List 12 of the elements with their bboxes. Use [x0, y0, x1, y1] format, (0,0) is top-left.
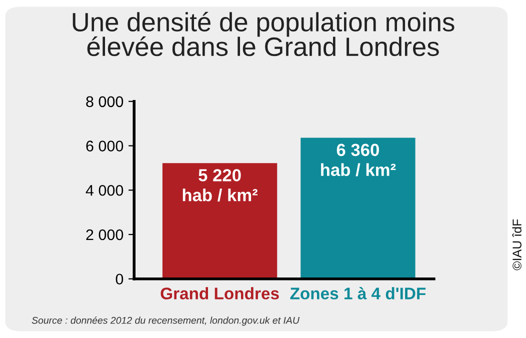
chart-title: Une densité de population moins élevée dans le Grand Londres	[72, 12, 454, 56]
y-tick-label: 0	[116, 274, 124, 285]
y-tick-label: 4 000	[86, 184, 124, 196]
data-label: 6 360 hab / km²	[321, 144, 396, 176]
x-tick-label: Grand Londres	[160, 287, 279, 300]
y-tick-label: 6 000	[86, 140, 124, 152]
x-tick-label: Zones 1 à 4 d'IDF	[290, 287, 426, 300]
y-tick-label: 8 000	[86, 96, 124, 108]
y-tick-label: 2 000	[86, 229, 124, 240]
text: ©IAU îdF	[512, 219, 522, 270]
source-note: Source : données 2012 du recensement, london.gov.uk et IAU	[32, 316, 300, 326]
data-label: 5 220 hab / km²	[182, 169, 258, 202]
